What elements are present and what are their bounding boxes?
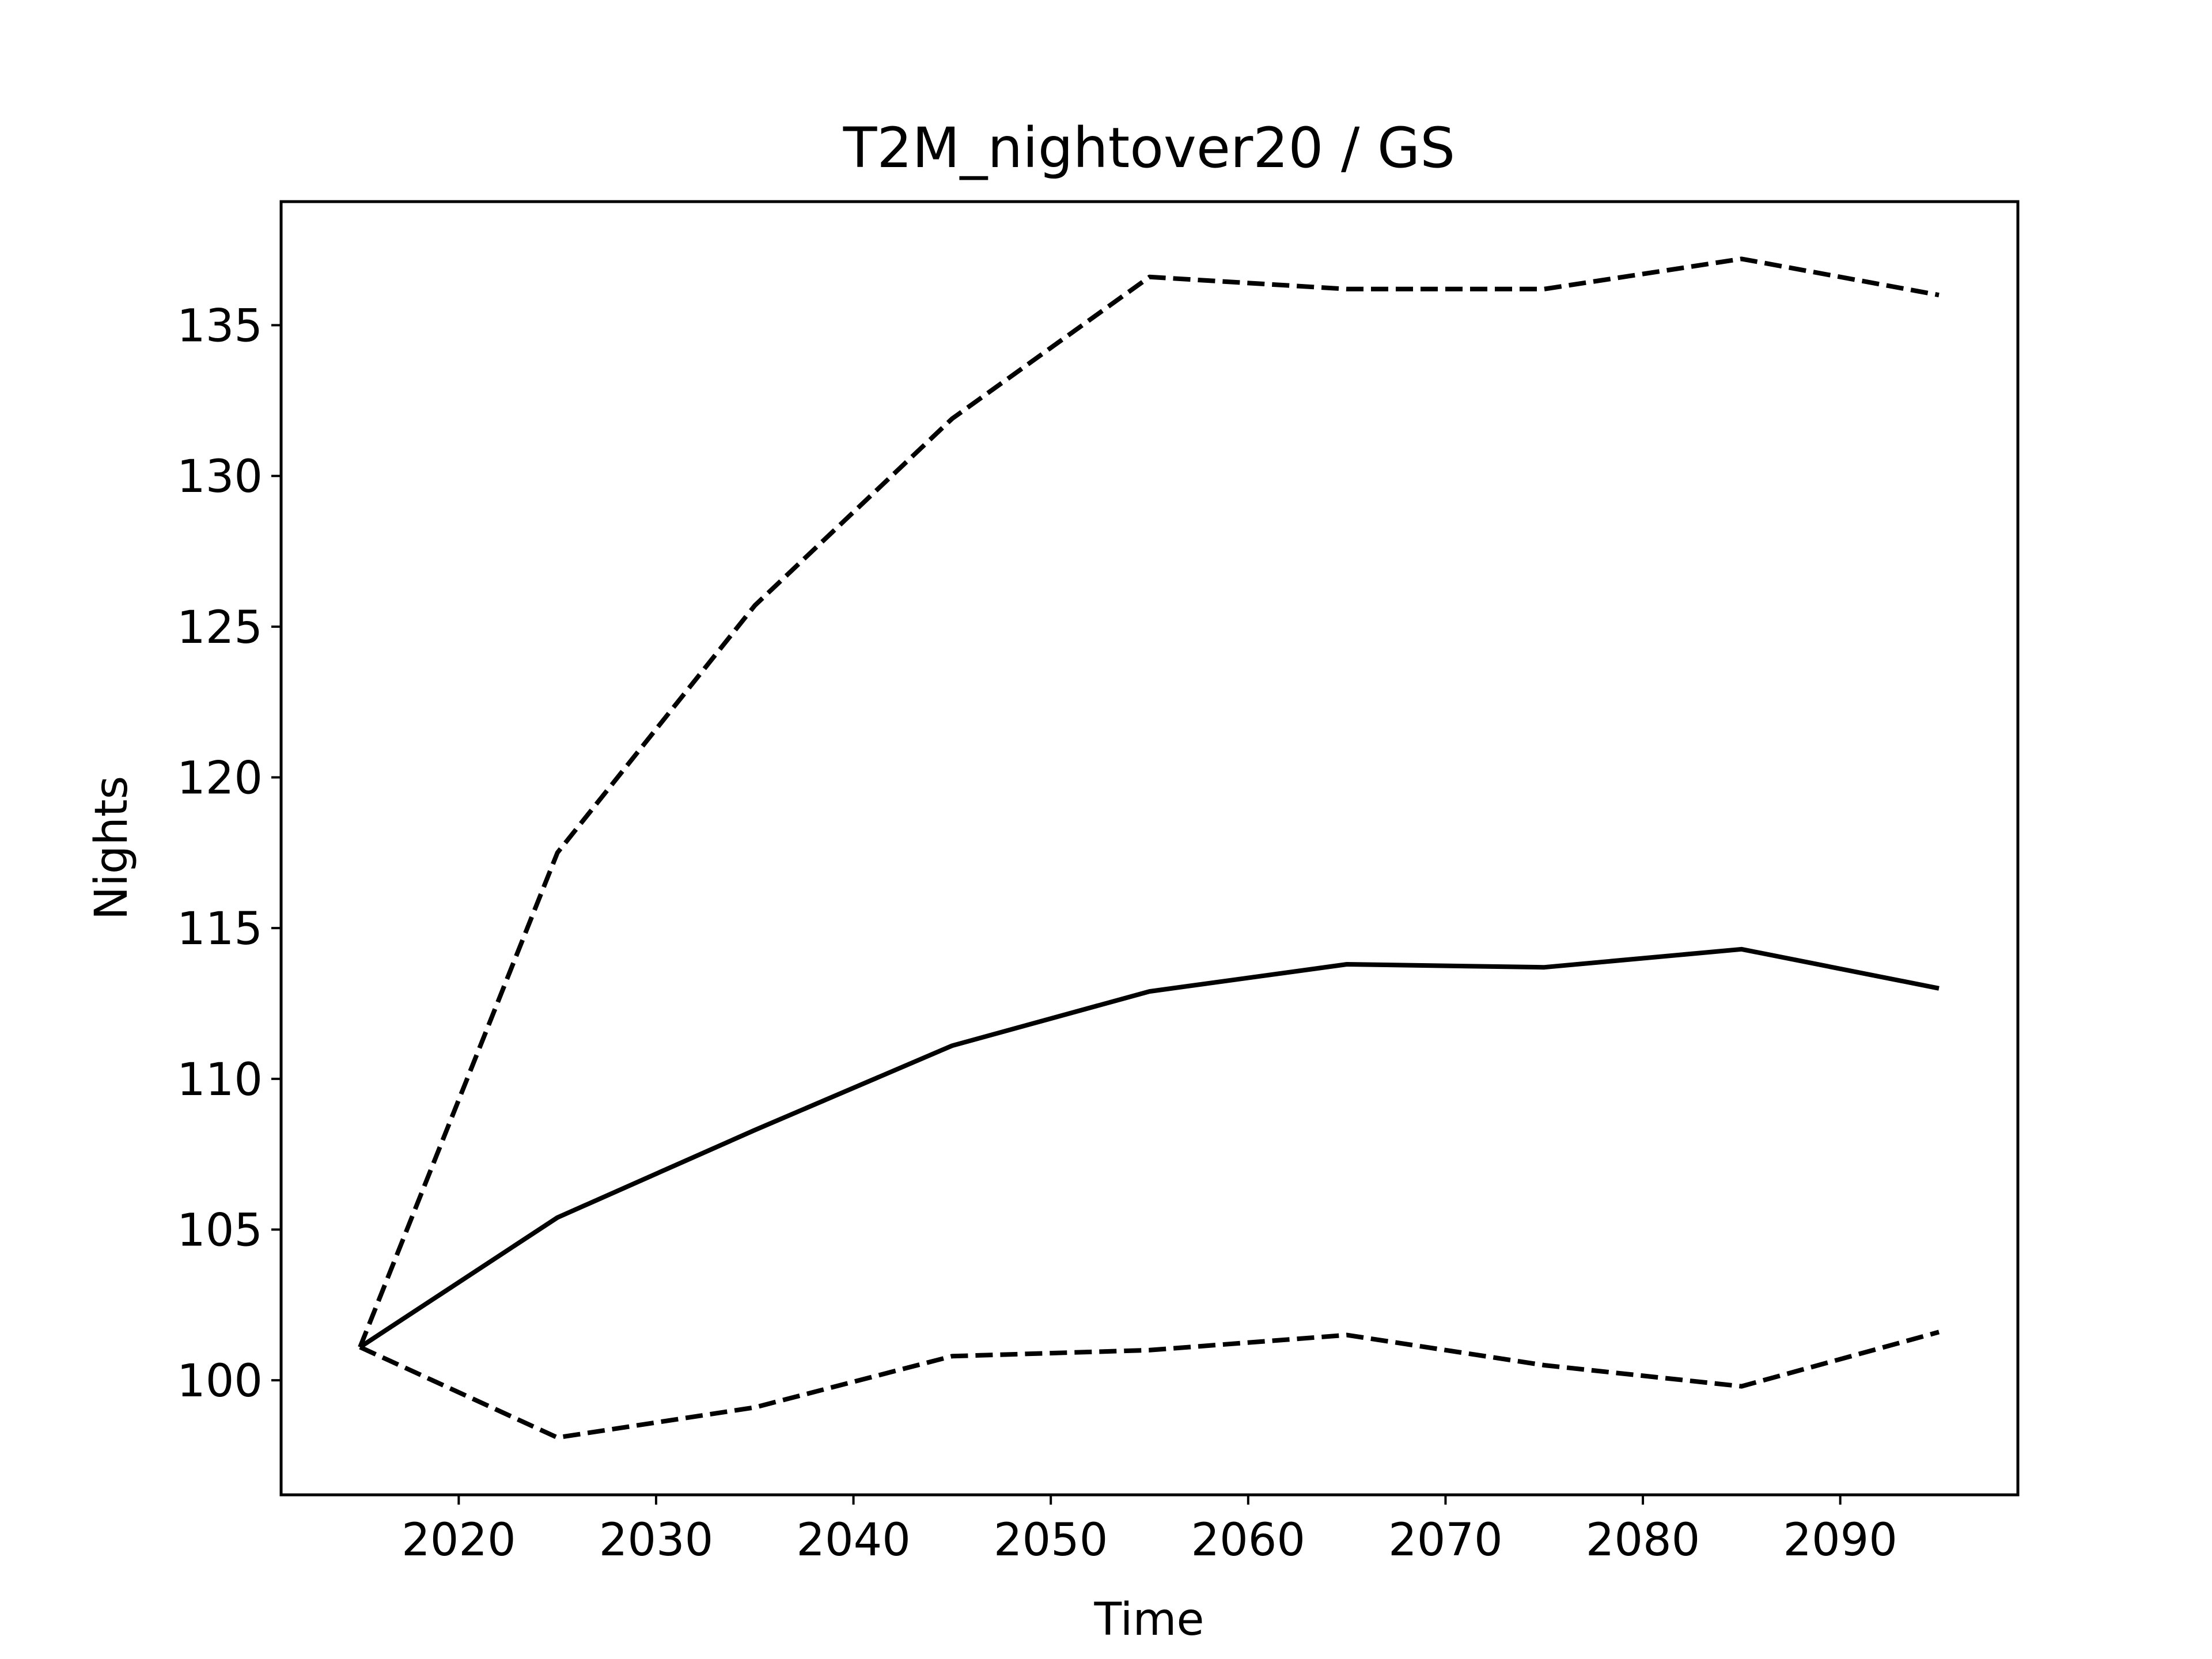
y-axis-ticks: 100 105 110 115 120 125 130 135 (177, 301, 281, 1407)
plot-area-frame (279, 200, 2020, 1497)
series-layer (358, 256, 1940, 1440)
x-tick-label: 2020 (402, 1514, 516, 1566)
series-line-3-dashed (359, 1330, 1940, 1440)
x-tick-label: 2050 (994, 1514, 1108, 1566)
x-tick-label: 2080 (1586, 1514, 1700, 1566)
y-tick-label: 100 (177, 1355, 263, 1407)
x-tick-label: 2030 (599, 1514, 714, 1566)
x-tick-label: 2060 (1191, 1514, 1306, 1566)
x-tick-label: 2090 (1783, 1514, 1897, 1566)
series-line-1-solid (358, 946, 1940, 1349)
y-tick-label: 120 (177, 753, 263, 805)
y-tick-label: 125 (177, 602, 263, 654)
x-tick-label: 2040 (796, 1514, 911, 1566)
y-tick-label: 115 (177, 903, 263, 955)
x-tick-label: 2070 (1388, 1514, 1503, 1566)
y-tick-label: 110 (177, 1054, 263, 1106)
y-tick-label: 130 (177, 451, 263, 503)
chart-title: T2M_nightover20 / GS (843, 116, 1455, 180)
y-tick-label: 135 (177, 301, 263, 353)
series-line-2-dashed (358, 256, 1940, 1349)
x-axis-ticks: 2020 2030 2040 2050 2060 2070 2080 2090 (402, 1495, 1897, 1566)
y-axis-label: Nights (86, 776, 138, 920)
y-tick-label: 105 (177, 1205, 263, 1256)
x-axis-label: Time (1094, 1594, 1205, 1646)
